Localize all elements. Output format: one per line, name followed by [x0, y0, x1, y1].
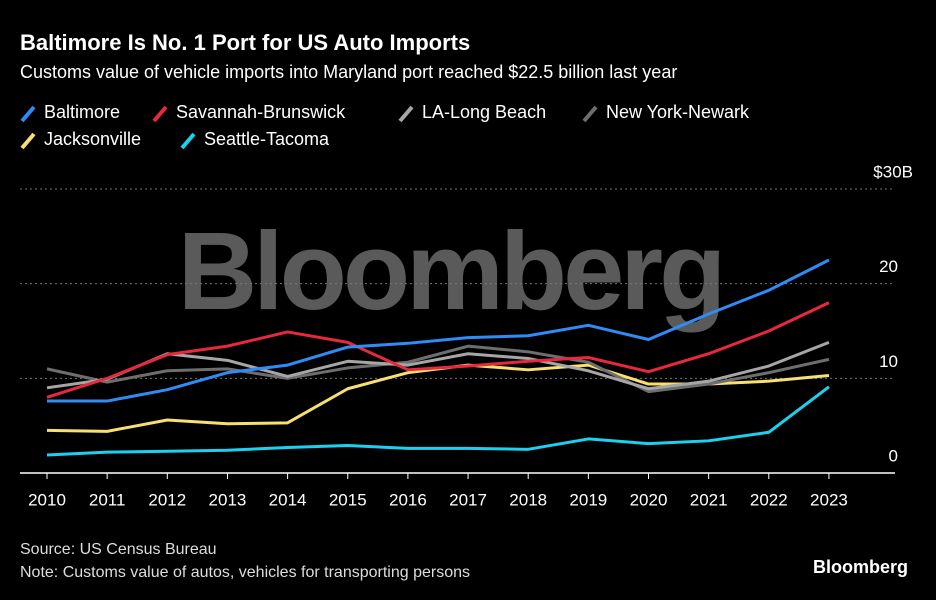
series-line: [46, 344, 830, 394]
legend-label: LA-Long Beach: [422, 102, 546, 122]
y-tick-label: $30B: [873, 162, 913, 181]
x-tick-label: 2021: [690, 490, 728, 509]
x-tick-label: 2013: [209, 490, 247, 509]
legend-label: Savannah-Brunswick: [176, 102, 346, 122]
series-line: [46, 363, 830, 433]
x-tick-label: 2023: [810, 490, 848, 509]
chart-title: Baltimore Is No. 1 Port for US Auto Impo…: [20, 30, 470, 55]
watermark: Bloomberg: [178, 210, 723, 333]
x-tick-label: 2018: [509, 490, 547, 509]
legend-swatch: [398, 105, 414, 123]
legend-swatch: [152, 105, 168, 123]
x-tick-label: 2010: [28, 490, 66, 509]
x-tick-label: 2022: [750, 490, 788, 509]
x-tick-label: 2017: [449, 490, 487, 509]
series-line: [46, 340, 830, 391]
x-tick-label: 2011: [89, 490, 126, 509]
legend-swatch: [20, 132, 36, 150]
series-line: [46, 385, 830, 457]
note: Note: Customs value of autos, vehicles f…: [20, 564, 470, 581]
source: Source: US Census Bureau: [20, 541, 217, 558]
x-tick-label: 2020: [630, 490, 668, 509]
series-line: [47, 258, 830, 403]
legend-swatch: [180, 132, 196, 150]
y-tick-label: 0: [889, 446, 898, 465]
y-tick-label: 10: [879, 352, 898, 371]
x-tick-label: 2015: [329, 490, 367, 509]
legend-swatch: [20, 105, 36, 123]
legend-label: New York-Newark: [606, 102, 750, 122]
x-tick-label: 2014: [269, 490, 307, 509]
x-tick-label: 2012: [148, 490, 186, 509]
logo: Bloomberg: [813, 557, 908, 577]
x-tick-label: 2019: [569, 490, 607, 509]
legend-label: Seattle-Tacoma: [204, 129, 330, 149]
legend-swatch: [582, 105, 598, 123]
x-tick-label: 2016: [389, 490, 427, 509]
series-line: [46, 301, 830, 399]
legend-label: Jacksonville: [44, 129, 141, 149]
chart-subtitle: Customs value of vehicle imports into Ma…: [20, 62, 677, 82]
legend-label: Baltimore: [44, 102, 120, 122]
y-tick-label: 20: [879, 257, 898, 276]
